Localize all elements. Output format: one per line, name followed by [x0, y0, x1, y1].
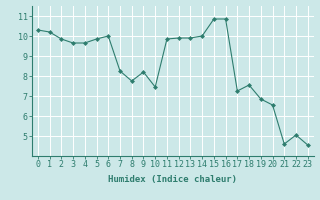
X-axis label: Humidex (Indice chaleur): Humidex (Indice chaleur) [108, 175, 237, 184]
